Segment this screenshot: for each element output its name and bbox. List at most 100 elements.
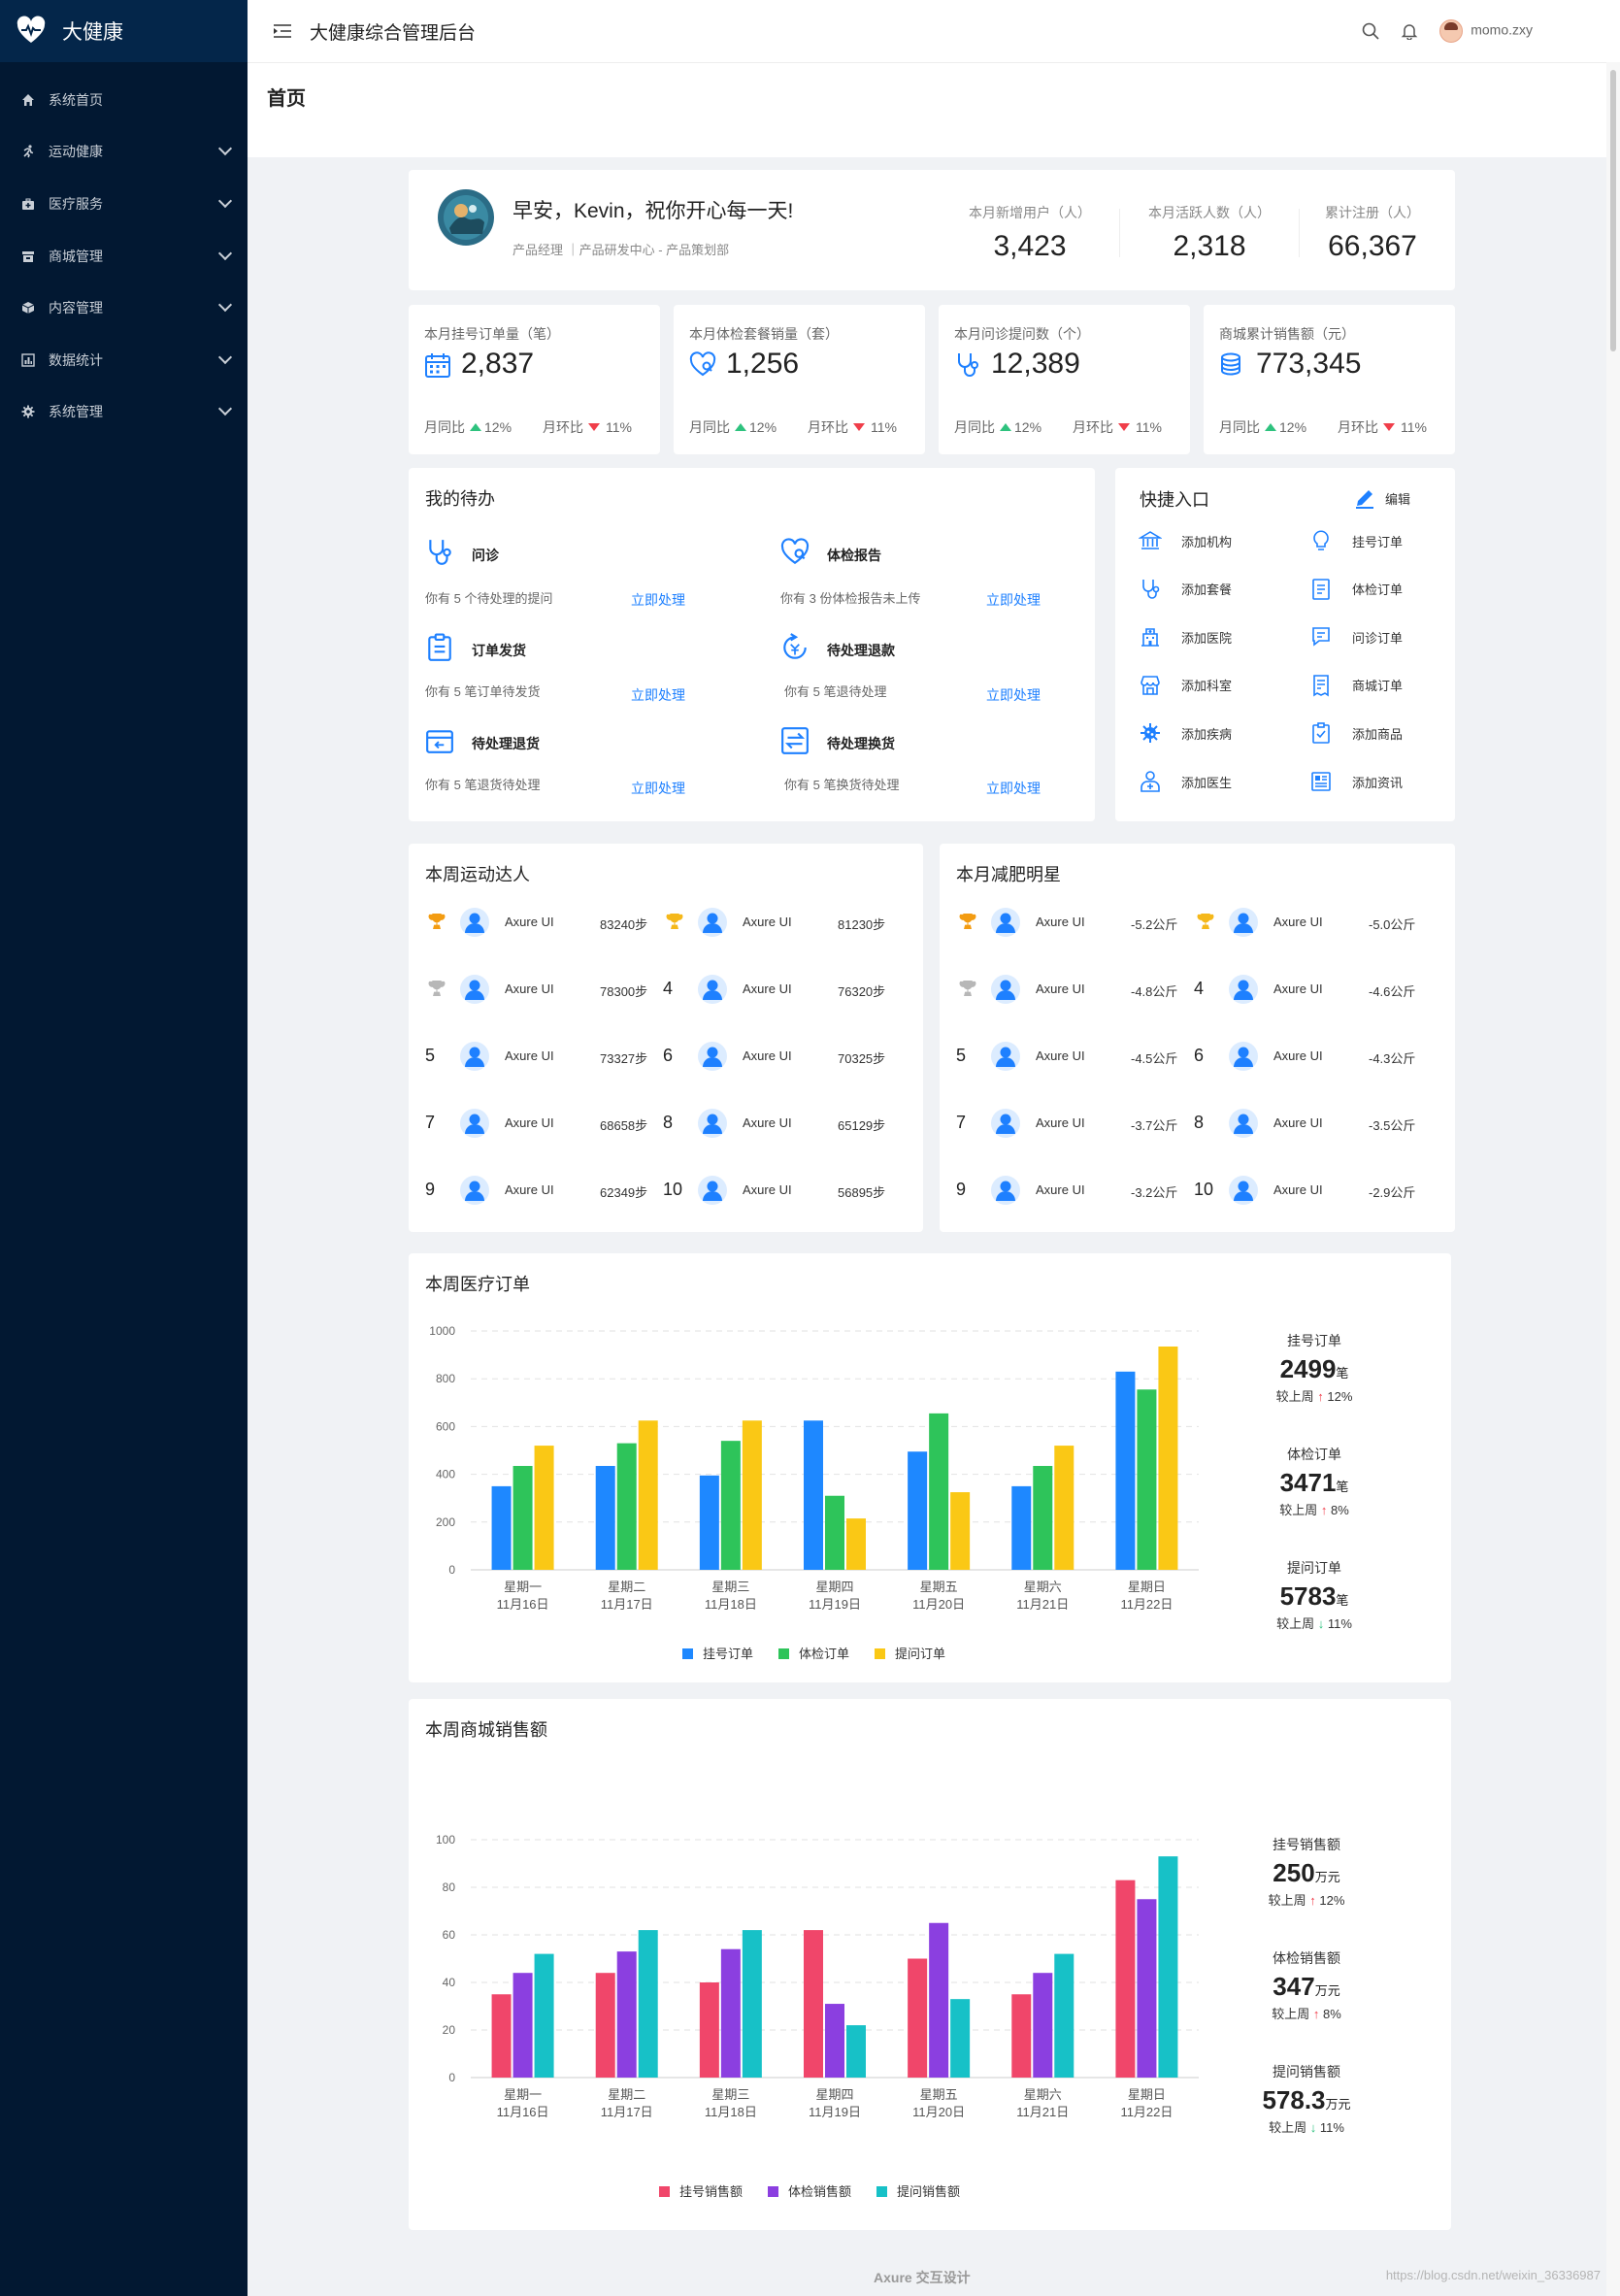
process-now-link[interactable]: 立即处理 <box>986 687 1041 703</box>
sidebar-item-content[interactable]: 内容管理 <box>0 282 248 334</box>
quick-item-6[interactable]: 问诊订单 <box>1309 622 1465 651</box>
sidebar-item-label: 运动健康 <box>49 144 103 160</box>
scrollbar-thumb[interactable] <box>1610 70 1616 351</box>
search-icon[interactable] <box>1362 22 1379 40</box>
user-avatar-icon <box>698 908 727 937</box>
chevron-down-icon <box>217 349 233 364</box>
arrow-up-icon: ↑ <box>1320 1503 1328 1517</box>
list-icon <box>1312 578 1330 600</box>
quick-item-10[interactable]: 添加商品 <box>1309 718 1465 748</box>
bar <box>1011 1485 1032 1570</box>
kpi-label: 本月挂号订单量（笔） <box>424 326 560 342</box>
quick-item-8[interactable]: 商城订单 <box>1309 671 1465 700</box>
kpi-value: 773,345 <box>1256 348 1362 380</box>
chart-title: 本周医疗订单 <box>425 1275 530 1294</box>
user-avatar-icon <box>698 1109 727 1138</box>
todo-name: 待处理退款 <box>827 643 895 658</box>
heart-check-icon <box>780 538 810 565</box>
quick-item-1[interactable]: 添加机构 <box>1139 526 1294 555</box>
legend-swatch <box>659 2186 670 2197</box>
sidebar-item-system[interactable]: 系统管理 <box>0 386 248 439</box>
user-avatar-icon <box>460 1042 489 1071</box>
quick-item-12[interactable]: 添加资讯 <box>1309 767 1465 796</box>
ranking-row: 7 Axure UI -3.7公斤 <box>956 1107 1189 1142</box>
legend-item[interactable]: 提问订单 <box>875 1644 945 1662</box>
process-now-link[interactable]: 立即处理 <box>986 781 1041 796</box>
summary-unit: 笔 <box>1336 1366 1349 1381</box>
brand[interactable]: 大健康 <box>0 0 248 62</box>
sidebar-item-medical[interactable]: 医疗服务 <box>0 178 248 230</box>
gold-trophy-icon <box>428 914 446 929</box>
quick-item-3[interactable]: 添加套餐 <box>1139 575 1294 604</box>
process-now-link[interactable]: 立即处理 <box>631 687 685 703</box>
bulb-icon <box>1313 530 1329 550</box>
quick-item-label: 添加商品 <box>1352 726 1404 742</box>
y-tick-label: 400 <box>436 1468 455 1481</box>
ranking-row: 10 Axure UI 56895步 <box>663 1174 896 1209</box>
arrow-up-icon <box>735 423 746 431</box>
rank-number: 4 <box>1194 979 1205 998</box>
legend-item[interactable]: 提问销售额 <box>876 2181 960 2200</box>
quick-item-label: 添加医院 <box>1181 630 1233 646</box>
ranking-name: Axure UI <box>505 1048 554 1063</box>
quick-item-7[interactable]: 添加科室 <box>1139 671 1294 700</box>
quick-item-2[interactable]: 挂号订单 <box>1309 526 1465 555</box>
legend-item[interactable]: 挂号销售额 <box>659 2181 743 2200</box>
quick-item-4[interactable]: 体检订单 <box>1309 575 1465 604</box>
chevron-down-icon <box>217 246 233 260</box>
kpi-value: 12,389 <box>991 348 1080 380</box>
scrollbar[interactable] <box>1606 62 1620 2296</box>
legend-item[interactable]: 体检销售额 <box>768 2181 851 2200</box>
user-menu[interactable]: momo.zxy <box>1439 19 1533 43</box>
user-avatar-icon <box>460 975 489 1004</box>
sidebar-item-stats[interactable]: 数据统计 <box>0 334 248 386</box>
mom-value: 11% <box>606 419 632 435</box>
sidebar-item-shop[interactable]: 商城管理 <box>0 230 248 283</box>
mom-label: 月环比 <box>808 419 848 435</box>
menu-fold-icon[interactable] <box>273 23 292 39</box>
bar <box>1033 1465 1053 1570</box>
y-tick-label: 0 <box>448 2071 455 2084</box>
ranking-value: 81230步 <box>838 917 886 932</box>
mom-label: 月环比 <box>1338 419 1378 435</box>
todo-name: 待处理换货 <box>827 736 895 751</box>
ranking-value: 70325步 <box>838 1051 886 1066</box>
run-icon <box>23 145 34 158</box>
x-tick-label: 星期一 <box>504 1580 542 1594</box>
ranking-name: Axure UI <box>1036 1182 1085 1197</box>
quick-item-11[interactable]: 添加医生 <box>1139 767 1294 796</box>
process-now-link[interactable]: 立即处理 <box>631 781 685 796</box>
heart-logo-icon <box>17 16 46 43</box>
legend-item[interactable]: 体检订单 <box>778 1644 849 1662</box>
quick-item-label: 添加科室 <box>1181 679 1233 694</box>
quick-item-label: 添加机构 <box>1181 534 1233 549</box>
mom-label: 月环比 <box>543 419 583 435</box>
app-title: 大健康综合管理后台 <box>310 22 477 44</box>
process-now-link[interactable]: 立即处理 <box>986 592 1041 608</box>
mall-sales-chart: 0 20 40 60 80 100 星期一 11月16日 星期二 11月17日 星期三 11月18日 星… <box>436 1835 1199 2119</box>
x-tick-label: 星期日 <box>1128 1580 1166 1594</box>
bell-icon[interactable] <box>1401 22 1418 40</box>
calendar-icon <box>425 353 450 378</box>
ranking-value: 73327步 <box>600 1051 648 1066</box>
quick-item-5[interactable]: 添加医院 <box>1139 622 1294 651</box>
greeting: 早安，Kevin，祝你开心每一天! <box>512 200 794 222</box>
news-icon <box>1311 772 1331 791</box>
stethoscope-icon <box>1142 579 1160 599</box>
quick-item-9[interactable]: 添加疾病 <box>1139 718 1294 748</box>
kpi-card-consult: 本月问诊提问数（个） 12,389 月同比 12% 月环比 11% <box>939 305 1190 454</box>
legend-item[interactable]: 挂号订单 <box>682 1644 753 1662</box>
quick-access-title: 快捷入口 <box>1140 490 1209 510</box>
todo-desc: 你有 5 笔订单待发货 <box>425 684 541 699</box>
ranking-row: 6 Axure UI 70325步 <box>663 1040 896 1075</box>
sidebar-item-sports[interactable]: 运动健康 <box>0 126 248 179</box>
chart-legend: 挂号销售额 体检销售额 提问销售额 <box>659 2181 960 2200</box>
page-header: 首页 <box>248 62 1620 157</box>
edit-button[interactable]: 编辑 <box>1354 487 1410 509</box>
mom-value: 11% <box>1136 419 1162 435</box>
kpi-card-checkup: 本月体检套餐销量（套） 1,256 月同比 12% 月环比 11% <box>674 305 925 454</box>
kpi-label: 本月体检套餐销量（套） <box>689 326 839 342</box>
sidebar-item-home[interactable]: 系统首页 <box>0 74 248 126</box>
process-now-link[interactable]: 立即处理 <box>631 592 685 608</box>
ranking-row: 10 Axure UI -2.9公斤 <box>1194 1174 1427 1209</box>
